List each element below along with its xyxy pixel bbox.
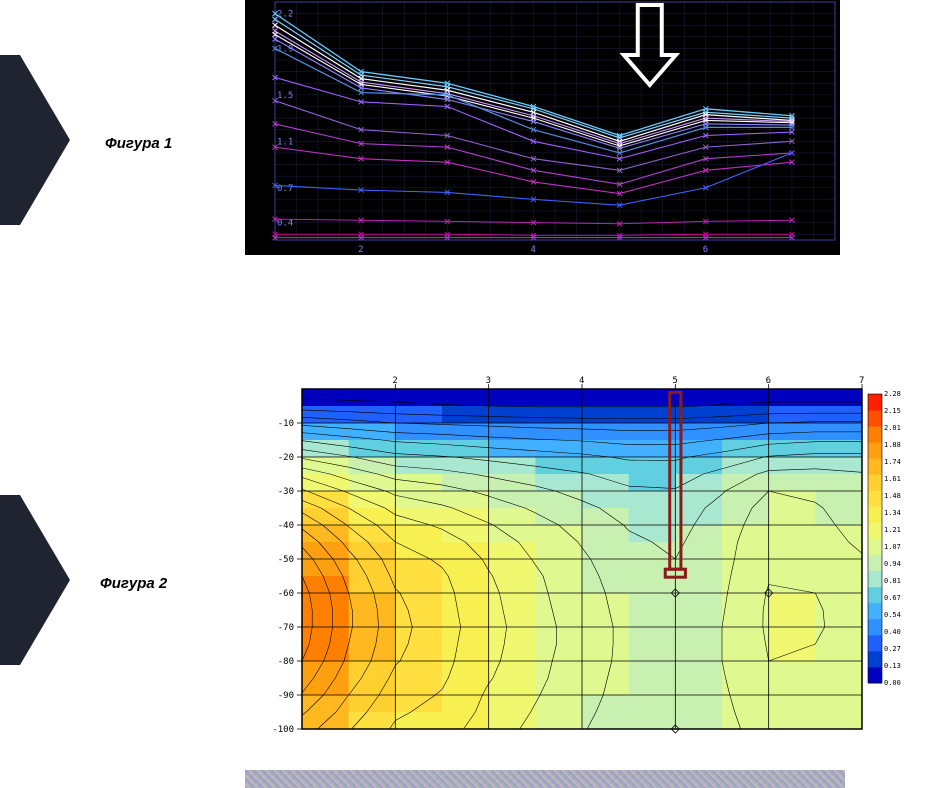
svg-text:2.2: 2.2 bbox=[277, 10, 293, 20]
svg-text:6: 6 bbox=[766, 376, 771, 386]
svg-text:-30: -30 bbox=[278, 487, 294, 497]
svg-text:5: 5 bbox=[672, 376, 677, 386]
noise-texture-bar bbox=[245, 770, 845, 788]
svg-text:1.5: 1.5 bbox=[277, 91, 293, 101]
svg-text:2: 2 bbox=[392, 376, 397, 386]
svg-text:0.00: 0.00 bbox=[884, 679, 901, 687]
svg-text:1.61: 1.61 bbox=[884, 475, 901, 483]
svg-text:6: 6 bbox=[703, 245, 708, 255]
svg-text:0.94: 0.94 bbox=[884, 560, 901, 568]
chevron-marker-2 bbox=[0, 495, 70, 665]
svg-text:1.48: 1.48 bbox=[884, 492, 901, 500]
svg-text:-40: -40 bbox=[278, 521, 294, 531]
svg-text:-10: -10 bbox=[278, 419, 294, 429]
svg-text:1.21: 1.21 bbox=[884, 526, 901, 534]
svg-text:2: 2 bbox=[358, 245, 363, 255]
svg-text:2.15: 2.15 bbox=[884, 407, 901, 415]
svg-text:1.1: 1.1 bbox=[277, 137, 293, 147]
svg-text:0.13: 0.13 bbox=[884, 662, 901, 670]
svg-text:4: 4 bbox=[530, 245, 535, 255]
svg-text:1.88: 1.88 bbox=[884, 441, 901, 449]
svg-text:1.9: 1.9 bbox=[277, 44, 293, 54]
svg-text:7: 7 bbox=[859, 376, 864, 386]
line-chart-1: 0.40.71.11.51.92.2246 bbox=[245, 0, 840, 255]
svg-text:-60: -60 bbox=[278, 589, 294, 599]
svg-text:4: 4 bbox=[579, 376, 584, 386]
svg-text:2.01: 2.01 bbox=[884, 424, 901, 432]
svg-text:-90: -90 bbox=[278, 691, 294, 701]
svg-text:1.74: 1.74 bbox=[884, 458, 901, 466]
svg-text:0.81: 0.81 bbox=[884, 577, 901, 585]
svg-text:0.54: 0.54 bbox=[884, 611, 901, 619]
contour-heatmap-chart: 2 3 4 5 6 7 -10 -20 -30 -40 -50 -60 -70 -80 -90 -100 0.0… bbox=[260, 375, 910, 735]
svg-text:0.40: 0.40 bbox=[884, 628, 901, 636]
chevron-marker-1 bbox=[0, 55, 70, 225]
svg-text:-80: -80 bbox=[278, 657, 294, 667]
svg-text:-100: -100 bbox=[272, 725, 294, 735]
svg-text:-70: -70 bbox=[278, 623, 294, 633]
svg-text:-20: -20 bbox=[278, 453, 294, 463]
svg-text:3: 3 bbox=[486, 376, 491, 386]
svg-text:0.67: 0.67 bbox=[884, 594, 901, 602]
svg-text:0.27: 0.27 bbox=[884, 645, 901, 653]
figure1-label: Фигура 1 bbox=[105, 135, 172, 152]
svg-text:0.4: 0.4 bbox=[277, 219, 293, 229]
svg-text:1.07: 1.07 bbox=[884, 543, 901, 551]
svg-text:-50: -50 bbox=[278, 555, 294, 565]
svg-text:1.34: 1.34 bbox=[884, 509, 901, 517]
figure2-label: Фигура 2 bbox=[100, 575, 167, 592]
svg-text:2.28: 2.28 bbox=[884, 390, 901, 398]
